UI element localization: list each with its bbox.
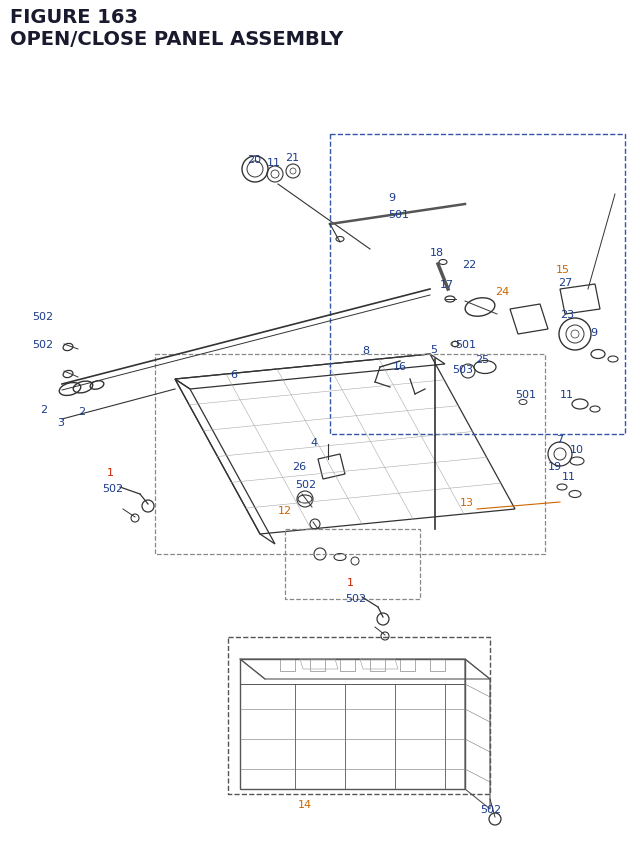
Text: 4: 4 [310,437,317,448]
Text: 20: 20 [247,155,261,164]
Text: 502: 502 [102,483,123,493]
Text: 1: 1 [107,468,114,478]
Text: 2: 2 [78,406,85,417]
Text: 502: 502 [295,480,316,489]
Text: 501: 501 [388,210,409,220]
Text: 18: 18 [430,248,444,257]
Text: FIGURE 163: FIGURE 163 [10,8,138,27]
Text: 501: 501 [515,389,536,400]
Text: 11: 11 [560,389,574,400]
Text: 501: 501 [455,339,476,350]
Text: 16: 16 [393,362,407,372]
Text: 503: 503 [452,364,473,375]
Text: 502: 502 [480,804,501,814]
Text: 19: 19 [548,461,562,472]
Text: 22: 22 [462,260,476,269]
Text: 3: 3 [57,418,64,428]
Text: 25: 25 [475,355,489,364]
Text: 7: 7 [556,435,563,444]
Text: 26: 26 [292,461,306,472]
Text: 17: 17 [440,280,454,289]
Text: 13: 13 [460,498,474,507]
Text: 8: 8 [362,345,369,356]
Text: 10: 10 [570,444,584,455]
Text: 2: 2 [40,405,47,414]
Text: 9: 9 [590,328,597,338]
Text: 502: 502 [32,339,53,350]
Text: OPEN/CLOSE PANEL ASSEMBLY: OPEN/CLOSE PANEL ASSEMBLY [10,30,343,49]
Text: 23: 23 [560,310,574,319]
Text: 24: 24 [495,287,509,297]
Text: 12: 12 [278,505,292,516]
Text: 21: 21 [285,152,299,163]
Text: 502: 502 [32,312,53,322]
Text: 11: 11 [267,158,281,168]
Text: 14: 14 [298,799,312,809]
Text: 5: 5 [430,344,437,355]
Text: 11: 11 [562,472,576,481]
Text: 27: 27 [558,278,572,288]
Text: 6: 6 [230,369,237,380]
Text: 15: 15 [556,264,570,275]
Text: 9: 9 [388,193,395,202]
Text: 1: 1 [347,578,354,587]
Text: 502: 502 [345,593,366,604]
